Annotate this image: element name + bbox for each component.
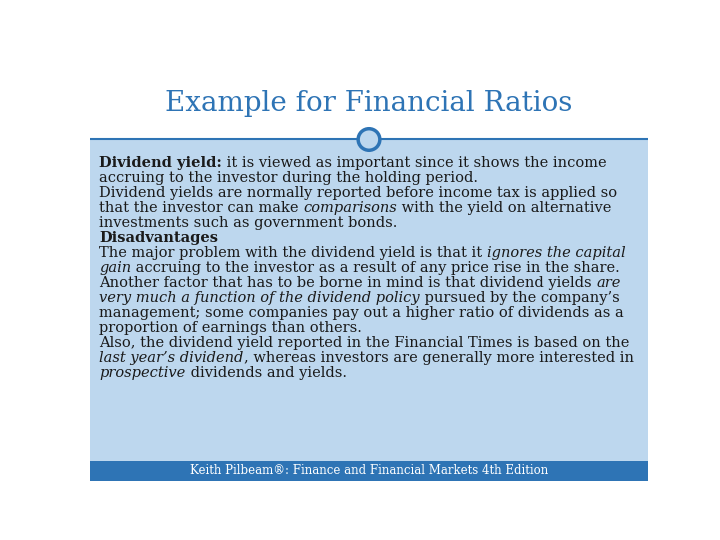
Text: prospective: prospective <box>99 366 186 380</box>
Text: comparisons: comparisons <box>303 201 397 215</box>
Text: management; some companies pay out a higher ratio of dividends as a: management; some companies pay out a hig… <box>99 306 624 320</box>
Text: that the investor can make: that the investor can make <box>99 201 303 215</box>
Text: Another factor that has to be borne in mind is that dividend yields: Another factor that has to be borne in m… <box>99 276 597 290</box>
Text: Dividend yield:: Dividend yield: <box>99 156 222 170</box>
Circle shape <box>358 129 380 150</box>
Text: Also, the dividend yield reported in the Financial Times is based on the: Also, the dividend yield reported in the… <box>99 336 630 350</box>
Text: The major problem with the dividend yield is that it: The major problem with the dividend yiel… <box>99 246 487 260</box>
Text: accruing to the investor as a result of any price rise in the share.: accruing to the investor as a result of … <box>132 261 620 275</box>
Text: Example for Financial Ratios: Example for Financial Ratios <box>166 90 572 117</box>
Text: with the yield on alternative: with the yield on alternative <box>397 201 611 215</box>
Text: dividends and yields.: dividends and yields. <box>186 366 346 380</box>
Text: are: are <box>597 276 621 290</box>
Text: gain: gain <box>99 261 132 275</box>
Text: Disadvantages: Disadvantages <box>99 231 218 245</box>
Text: investments such as government bonds.: investments such as government bonds. <box>99 215 397 230</box>
Text: very much a function of the dividend policy: very much a function of the dividend pol… <box>99 291 420 305</box>
Text: last year’s dividend: last year’s dividend <box>99 351 243 365</box>
Text: Dividend yields are normally reported before income tax is applied so: Dividend yields are normally reported be… <box>99 186 618 200</box>
Text: Keith Pilbeam®: Finance and Financial Markets 4th Edition: Keith Pilbeam®: Finance and Financial Ma… <box>190 464 548 477</box>
FancyBboxPatch shape <box>90 139 648 461</box>
Text: , whereas investors are generally more interested in: , whereas investors are generally more i… <box>243 351 634 365</box>
FancyBboxPatch shape <box>90 65 648 139</box>
FancyBboxPatch shape <box>90 461 648 481</box>
Text: accruing to the investor during the holding period.: accruing to the investor during the hold… <box>99 171 478 185</box>
Text: ignores the capital: ignores the capital <box>487 246 626 260</box>
Text: it is viewed as important since it shows the income: it is viewed as important since it shows… <box>222 156 607 170</box>
Text: proportion of earnings than others.: proportion of earnings than others. <box>99 321 362 335</box>
Text: pursued by the company’s: pursued by the company’s <box>420 291 620 305</box>
